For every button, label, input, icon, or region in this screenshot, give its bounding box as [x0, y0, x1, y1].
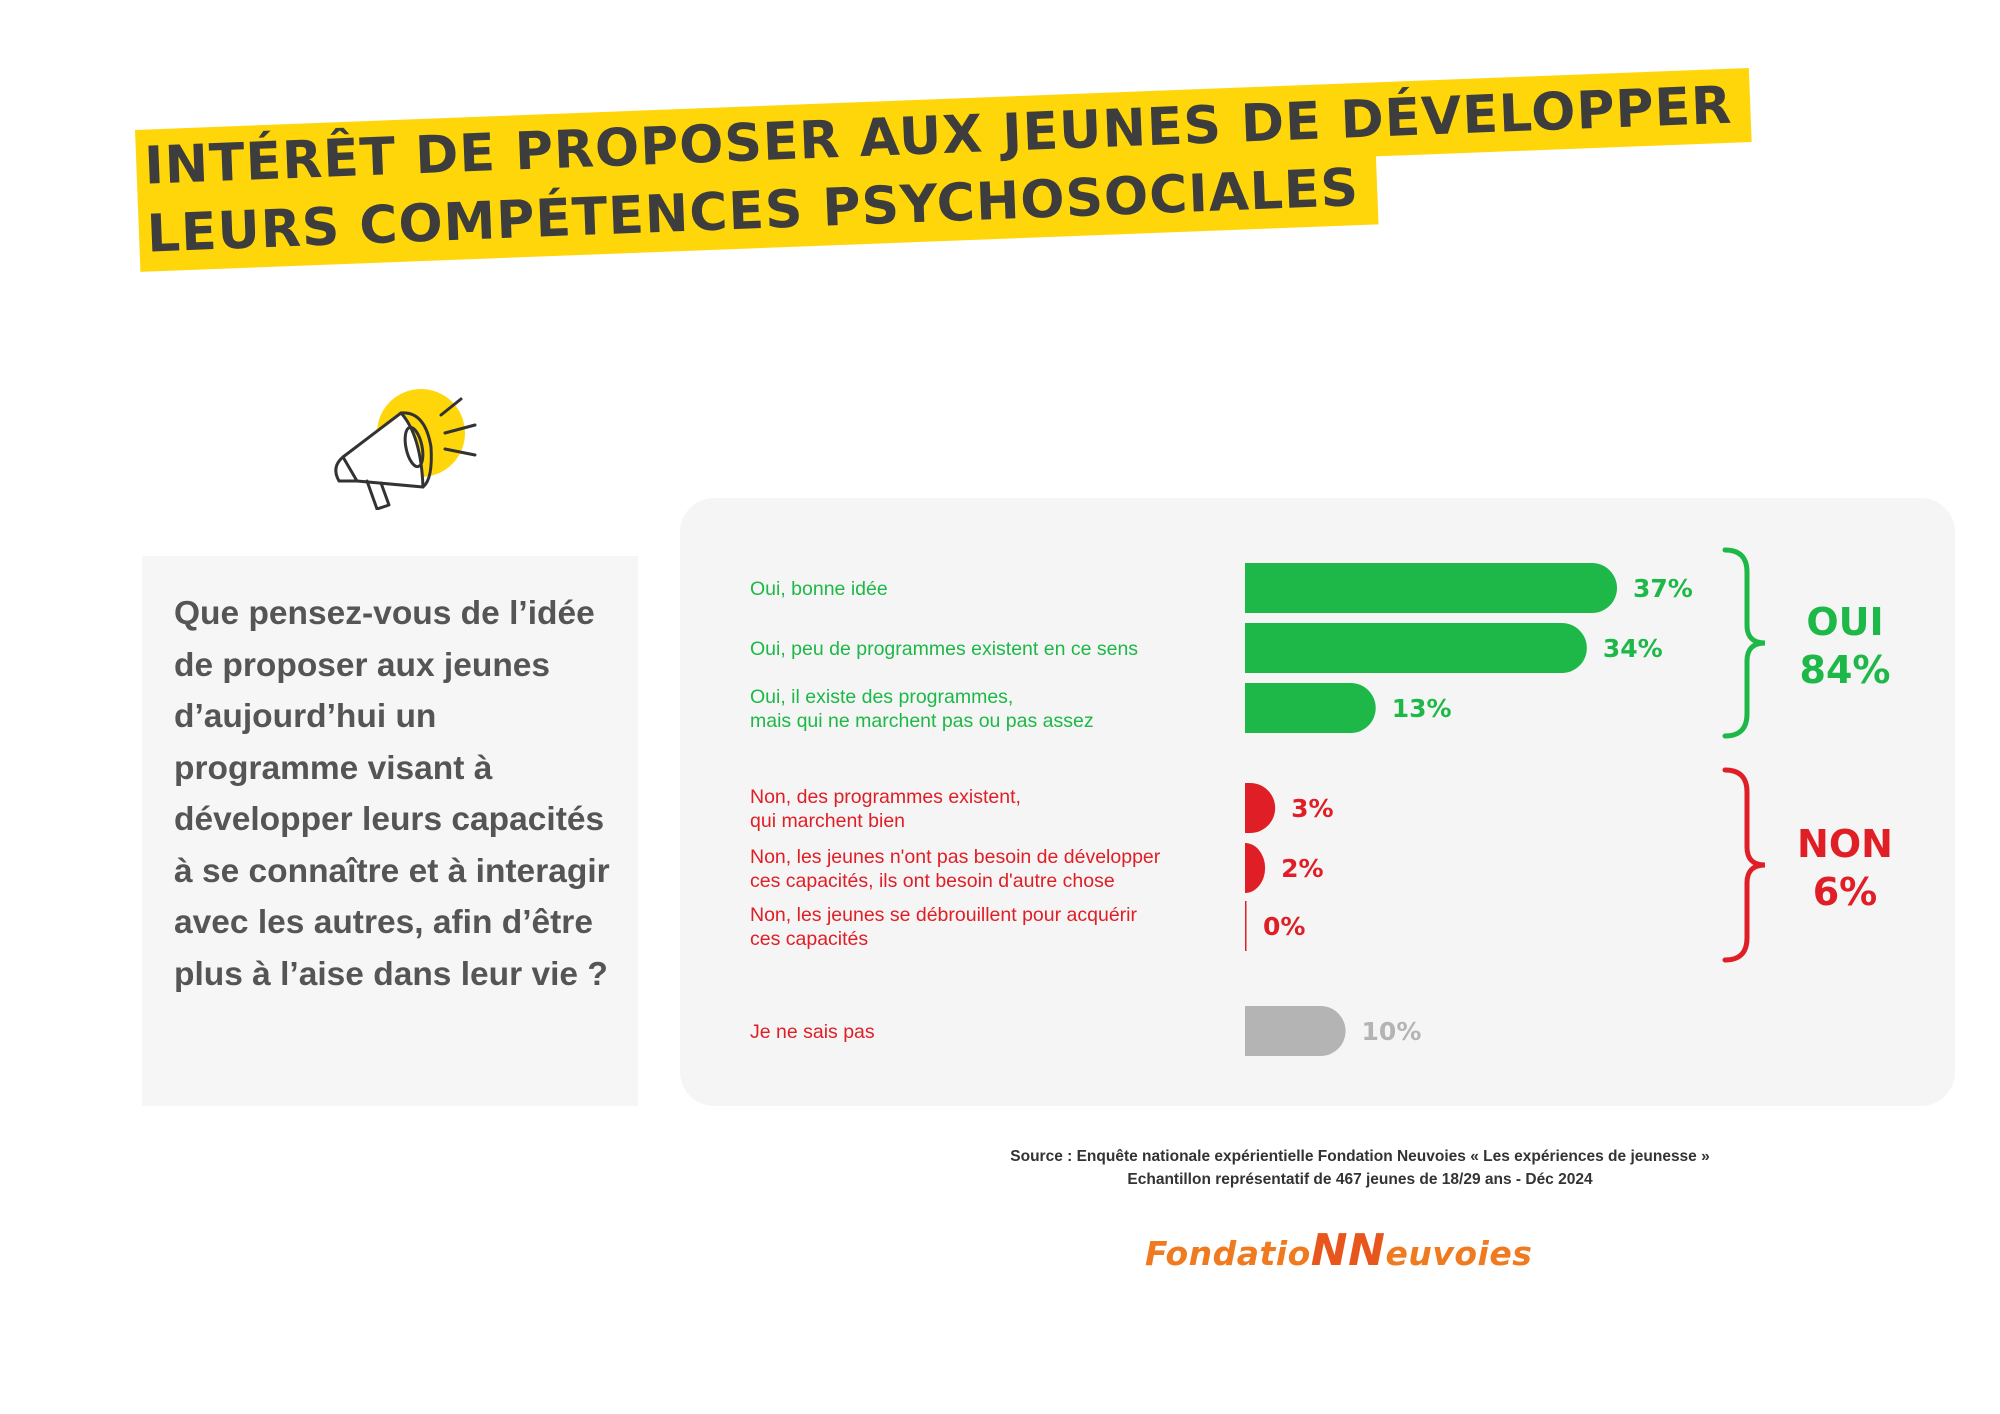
value-label: 13%	[1392, 694, 1452, 723]
bar	[1245, 1006, 1346, 1056]
group-label: NON	[1797, 822, 1893, 866]
fondation-neuvoies-logo: FondatioNNeuvoies	[1145, 1225, 1532, 1276]
value-label: 3%	[1291, 794, 1333, 823]
group-total: 6%	[1813, 870, 1878, 914]
category-label: Oui, il existe des programmes,	[750, 686, 1013, 708]
page-title: INTÉRÊT DE PROPOSER AUX JEUNES DE DÉVELO…	[135, 68, 1754, 273]
value-label: 2%	[1281, 854, 1323, 883]
group-brace	[1722, 547, 1766, 739]
logo-part-2: NN	[1310, 1225, 1386, 1276]
value-label: 34%	[1603, 634, 1663, 663]
chart-panel: 37% Oui, bonne idée 34% Oui, peu de program…	[680, 498, 1955, 1106]
bar	[1245, 623, 1587, 673]
bar	[1245, 783, 1276, 833]
category-label: mais qui ne marchent pas ou pas assez	[750, 710, 1094, 732]
group-total: 84%	[1800, 648, 1891, 692]
category-label: ces capacités	[750, 928, 868, 950]
group-label: OUI	[1806, 600, 1883, 644]
category-label: Oui, bonne idée	[750, 578, 888, 600]
question-text: Que pensez-vous de l’idée de proposer au…	[174, 595, 610, 993]
bar-chart: 37% Oui, bonne idée 34% Oui, peu de program…	[750, 547, 1893, 1056]
category-label: Oui, peu de programmes existent en ce se…	[750, 638, 1138, 660]
category-label: Je ne sais pas	[750, 1021, 875, 1043]
bar	[1245, 683, 1376, 733]
bar	[1245, 901, 1247, 951]
category-label: Non, les jeunes se débrouillent pour acq…	[750, 904, 1137, 926]
logo-part-3: euvoies	[1385, 1234, 1533, 1273]
value-label: 37%	[1633, 574, 1693, 603]
megaphone-icon	[334, 389, 477, 510]
logo-part-1: Fondatio	[1145, 1234, 1311, 1273]
category-label: ces capacités, ils ont besoin d'autre ch…	[750, 870, 1115, 892]
bar	[1245, 563, 1617, 613]
category-label: qui marchent bien	[750, 810, 905, 832]
value-label: 10%	[1362, 1017, 1422, 1046]
group-brace	[1722, 767, 1766, 963]
question-box: Que pensez-vous de l’idée de proposer au…	[142, 556, 638, 1106]
source-line-2: Echantillon représentatif de 467 jeunes …	[1127, 1171, 1593, 1188]
category-label: Non, les jeunes n'ont pas besoin de déve…	[750, 846, 1161, 868]
category-label: Non, des programmes existent,	[750, 786, 1021, 808]
bar	[1245, 843, 1266, 893]
source-line-1: Source : Enquête nationale expérientiell…	[1010, 1148, 1710, 1165]
value-label: 0%	[1263, 912, 1305, 941]
source-note: Source : Enquête nationale expérientiell…	[860, 1145, 1860, 1191]
